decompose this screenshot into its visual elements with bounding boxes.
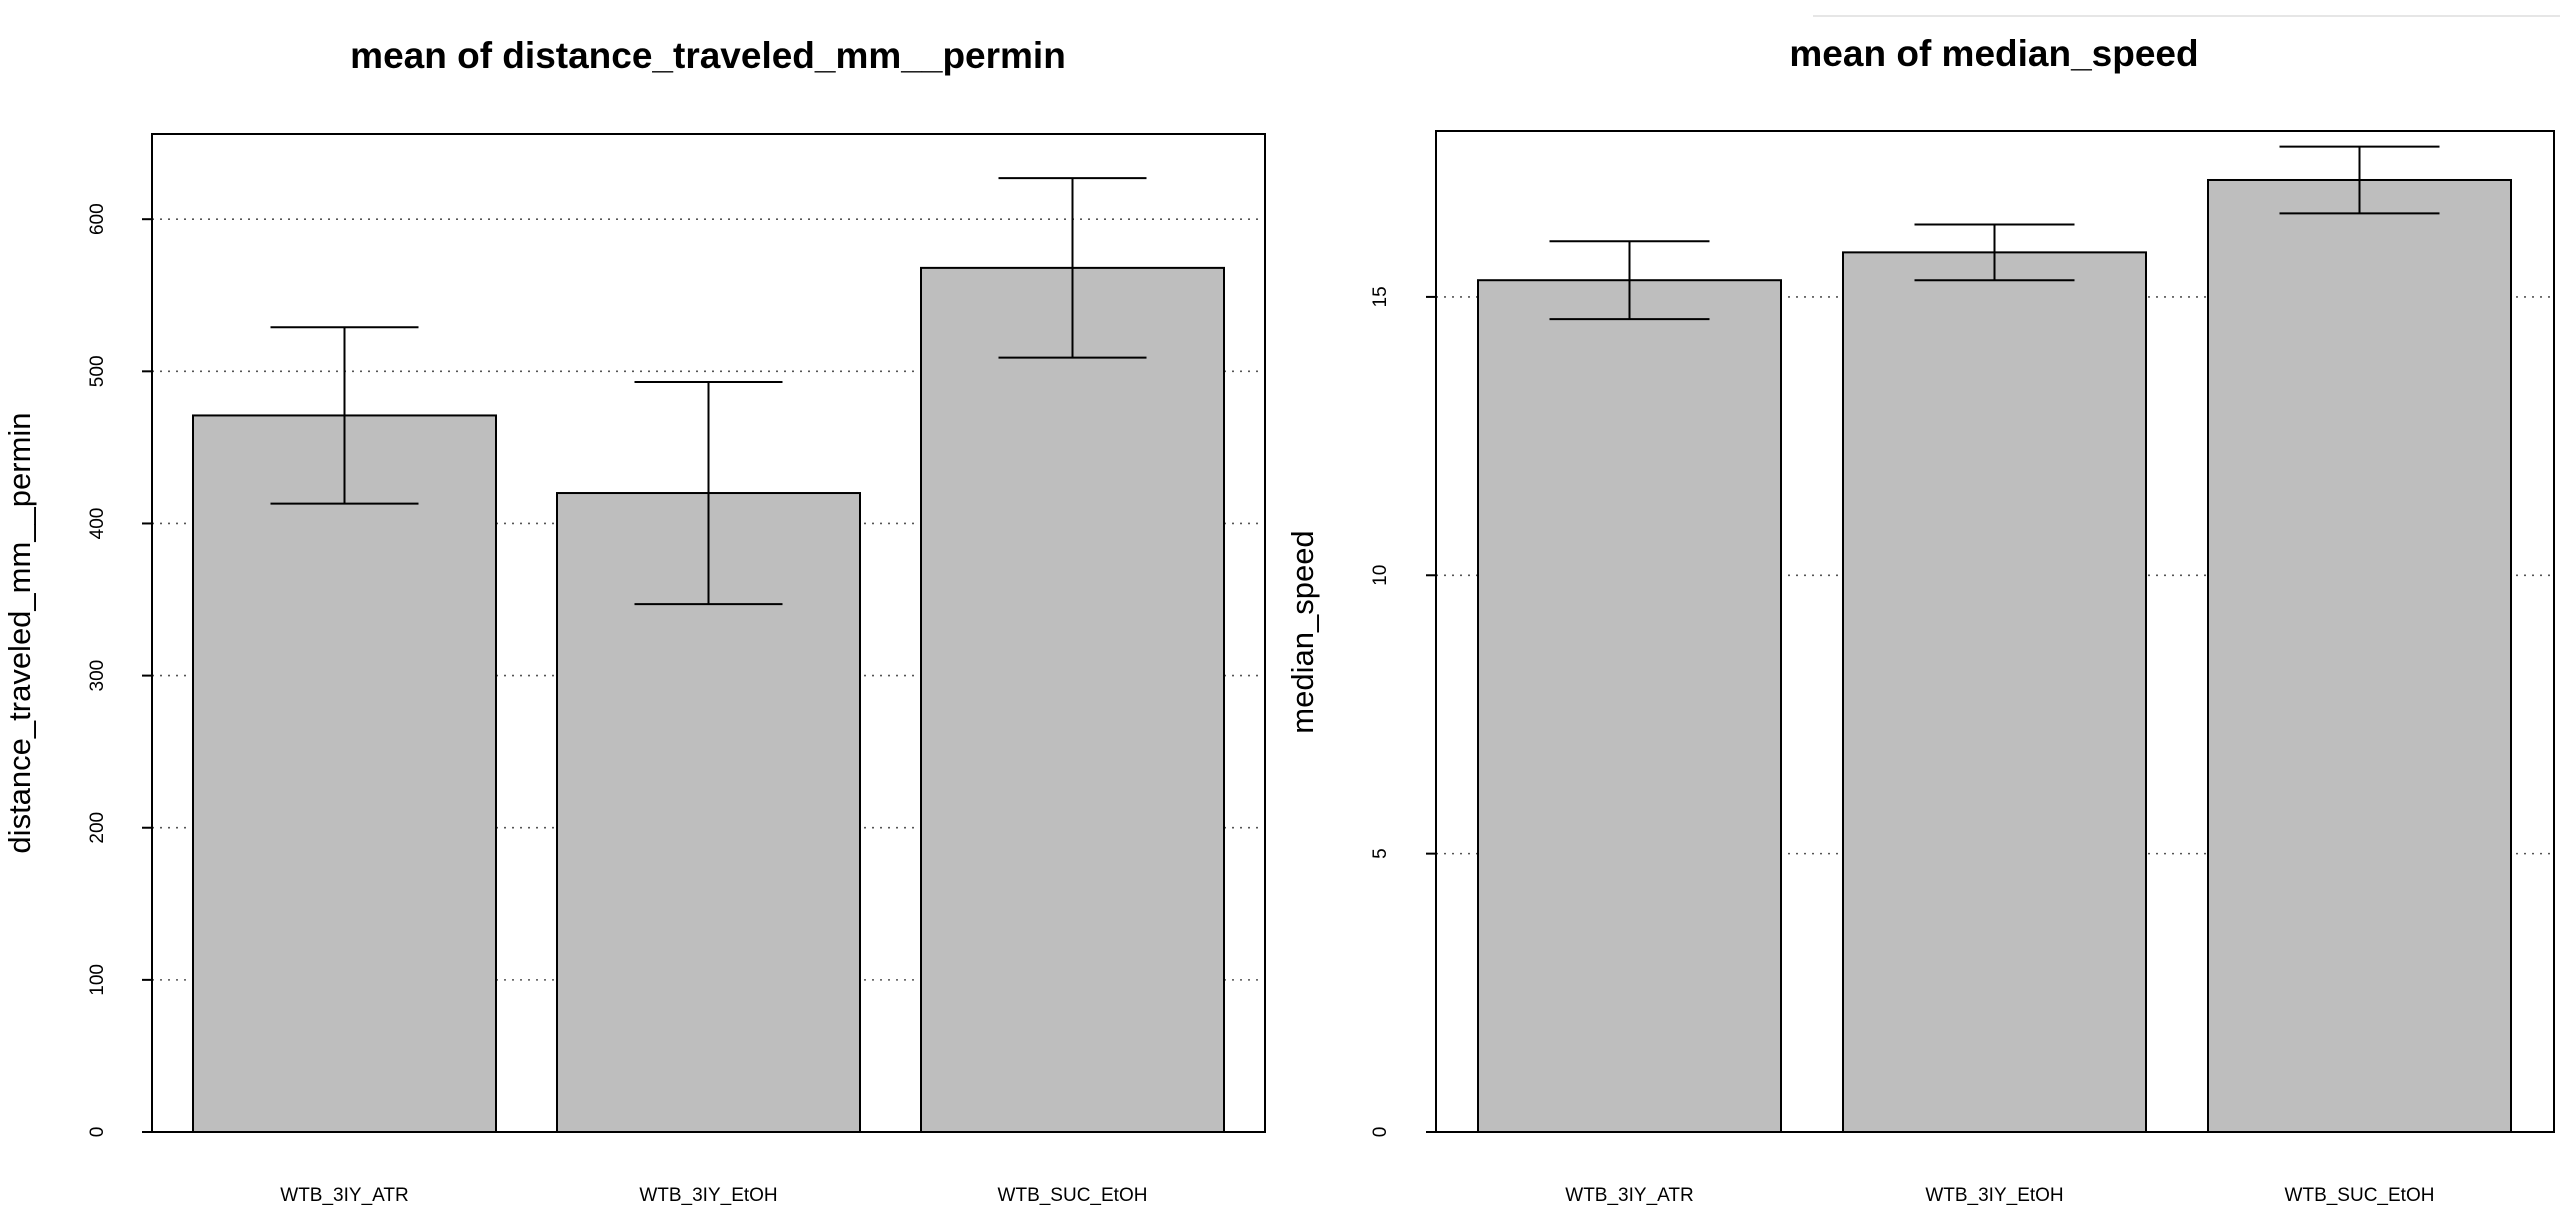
y-tick-label: 100: [87, 964, 108, 996]
y-tick-label: 0: [1370, 1127, 1391, 1138]
bar-WTB_3IY_ATR: [192, 414, 497, 1133]
x-category-label: WTB_3IY_ATR: [1565, 1185, 1693, 1206]
x-category-label: WTB_SUC_EtOH: [2285, 1185, 2435, 1206]
y-tick-label: 200: [87, 812, 108, 844]
bar-WTB_3IY_ATR: [1477, 279, 1782, 1133]
y-tick-label: 500: [87, 355, 108, 387]
x-category-label: WTB_3IY_EtOH: [639, 1185, 777, 1206]
plot-frame: [1435, 130, 2555, 1133]
y-tick-label: 0: [87, 1127, 108, 1138]
bar-WTB_SUC_EtOH: [2207, 178, 2512, 1134]
x-category-label: WTB_3IY_EtOH: [1925, 1185, 2063, 1206]
y-axis-label: median_speed: [1285, 530, 1320, 733]
x-category-label: WTB_SUC_EtOH: [998, 1185, 1148, 1206]
y-tick-label: 15: [1370, 286, 1391, 307]
chart-title: mean of distance_traveled_mm__permin: [350, 35, 1066, 76]
y-tick-label: 5: [1370, 848, 1391, 859]
y-tick-label: 300: [87, 660, 108, 692]
y-tick-label: 10: [1370, 565, 1391, 586]
chart-title: mean of median_speed: [1789, 33, 2198, 74]
bar-WTB_SUC_EtOH: [920, 266, 1225, 1133]
x-category-label: WTB_3IY_ATR: [280, 1185, 408, 1206]
y-tick-label: 600: [87, 203, 108, 235]
y-tick-label: 400: [87, 508, 108, 540]
plot-frame: [151, 133, 1266, 1133]
bar-WTB_3IY_EtOH: [1842, 251, 2147, 1134]
y-axis-label: distance_traveled_mm__permin: [2, 412, 37, 853]
